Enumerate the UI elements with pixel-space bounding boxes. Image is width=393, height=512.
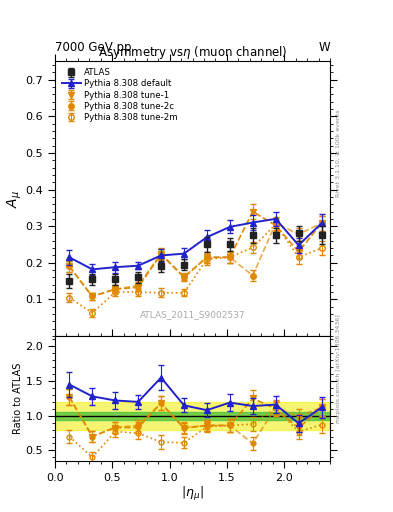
Text: Rivet 3.1.10, ≥ 100k events: Rivet 3.1.10, ≥ 100k events: [336, 110, 341, 198]
Title: Asymmetry vs$\eta$ (muon channel): Asymmetry vs$\eta$ (muon channel): [98, 44, 287, 61]
Bar: [55, 412, 330, 420]
Legend: ATLAS, Pythia 8.308 default, Pythia 8.308 tune-1, Pythia 8.308 tune-2c, Pythia 8: ATLAS, Pythia 8.308 default, Pythia 8.30…: [59, 66, 180, 124]
Bar: [55, 402, 330, 430]
Text: 7000 GeV pp: 7000 GeV pp: [55, 41, 132, 54]
Y-axis label: $A_\mu$: $A_\mu$: [6, 190, 24, 208]
X-axis label: $|\eta_\mu|$: $|\eta_\mu|$: [181, 485, 204, 503]
Text: ATLAS_2011_S9002537: ATLAS_2011_S9002537: [140, 310, 245, 319]
Y-axis label: Ratio to ATLAS: Ratio to ATLAS: [13, 362, 23, 434]
Text: W: W: [318, 41, 330, 54]
Text: mcplots.cern.ch [arXiv:1306.3436]: mcplots.cern.ch [arXiv:1306.3436]: [336, 314, 341, 423]
